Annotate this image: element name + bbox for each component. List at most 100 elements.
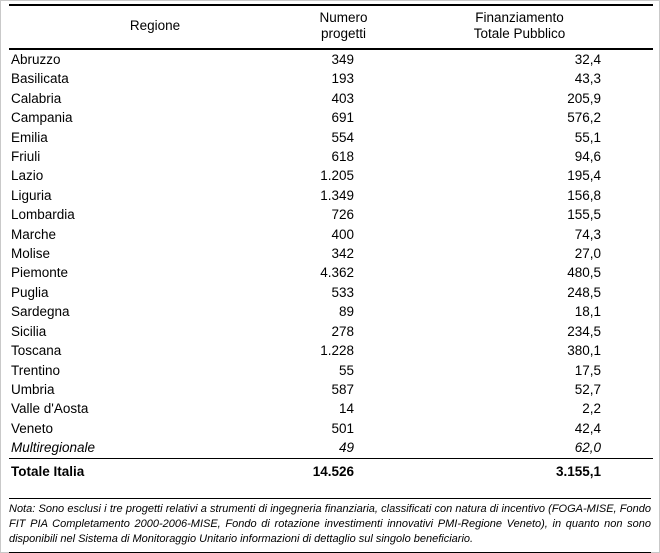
region-name-cell: Liguria: [11, 187, 52, 203]
table-row: Valle d'Aosta 14 2,2: [9, 399, 653, 418]
projects-count-cell: 4.362: [320, 265, 354, 281]
funding-amount-cell: 52,7: [574, 381, 601, 397]
region-name-cell: Multiregionale: [11, 440, 96, 456]
table-row: Emilia 554 55,1: [9, 128, 653, 147]
column-header-finanziamento: Finanziamento Totale Pubblico: [386, 5, 653, 50]
column-header-numero-line2: progetti: [320, 26, 367, 41]
projects-count-cell: 342: [331, 246, 354, 262]
column-header-finanziamento-line1: Finanziamento: [475, 10, 564, 25]
region-name-cell: Veneto: [11, 420, 54, 436]
table-row: Campania 691 576,2: [9, 108, 653, 127]
projects-count-cell: 587: [331, 381, 354, 397]
region-name-cell: Campania: [11, 110, 73, 126]
region-name-cell: Sardegna: [11, 304, 70, 320]
column-header-numero-line1: Numero: [319, 10, 368, 25]
table-row: Toscana 1.228 380,1: [9, 341, 653, 360]
projects-count-cell: 14: [338, 401, 354, 417]
table-row: Lombardia 726 155,5: [9, 205, 653, 224]
region-name-cell: Lombardia: [11, 207, 75, 223]
region-name-cell: Abruzzo: [11, 52, 61, 67]
table-header: Regione Numero progetti Finanziamento To…: [9, 5, 653, 50]
funding-amount-cell: 195,4: [567, 168, 601, 184]
projects-count-cell: 501: [331, 420, 354, 436]
projects-count-cell: 403: [331, 90, 354, 106]
projects-count-cell: 691: [331, 110, 354, 126]
projects-count-cell: 349: [331, 52, 354, 67]
region-name-cell: Trentino: [11, 362, 61, 378]
table-row: Multiregionale 49 62,0: [9, 438, 653, 458]
region-name-cell: Umbria: [11, 381, 55, 397]
funding-amount-cell: 62,0: [574, 440, 601, 456]
table-row: Umbria 587 52,7: [9, 380, 653, 399]
funding-amount-cell: 27,0: [574, 246, 601, 262]
funding-amount-cell: 156,8: [567, 187, 601, 203]
region-name-cell: Piemonte: [11, 265, 69, 281]
region-name-cell: Puglia: [11, 284, 49, 300]
funding-amount-cell: 480,5: [567, 265, 601, 281]
projects-count-cell: 726: [331, 207, 354, 223]
funding-amount-cell: 380,1: [567, 343, 601, 359]
table-row: Calabria 403 205,9: [9, 89, 653, 108]
funding-amount-cell: 74,3: [574, 226, 601, 242]
projects-count-cell: 89: [338, 304, 354, 320]
projects-count-cell: 1.205: [320, 168, 354, 184]
table-row: Marche 400 74,3: [9, 225, 653, 244]
projects-count-cell: 278: [331, 323, 354, 339]
funding-amount-cell: 576,2: [567, 110, 601, 126]
column-header-numero-progetti: Numero progetti: [301, 5, 386, 50]
table-row: Basilicata 193 43,3: [9, 69, 653, 88]
column-header-regione: Regione: [9, 5, 301, 50]
region-name-cell: Calabria: [11, 90, 62, 106]
region-name-cell: Marche: [11, 226, 57, 242]
funding-amount-cell: 43,3: [574, 71, 601, 87]
funding-amount-cell: 205,9: [567, 90, 601, 106]
footnote: Nota: Sono esclusi i tre progetti relati…: [9, 497, 651, 553]
projects-count-cell: 1.349: [320, 187, 354, 203]
projects-count-cell: 193: [331, 71, 354, 87]
region-name-cell: Sicilia: [11, 323, 47, 339]
footnote-text: Nota: Sono esclusi i tre progetti relati…: [9, 502, 651, 546]
funding-amount-cell: 94,6: [574, 149, 601, 165]
funding-amount-cell: 32,4: [574, 52, 601, 67]
region-name-cell: Valle d'Aosta: [11, 401, 89, 417]
total-label: Totale Italia: [9, 457, 301, 485]
table-row: Puglia 533 248,5: [9, 283, 653, 302]
table-row: Abruzzo 349 32,4: [9, 49, 653, 69]
total-funding-value: 3.155,1: [386, 457, 653, 485]
table-row: Piemonte 4.362 480,5: [9, 263, 653, 282]
table-row: Molise 342 27,0: [9, 244, 653, 263]
table-row: Liguria 1.349 156,8: [9, 186, 653, 205]
region-name-cell: Molise: [11, 246, 51, 262]
funding-amount-cell: 42,4: [574, 420, 601, 436]
region-name-cell: Friuli: [11, 149, 41, 165]
table-body: Abruzzo 349 32,4 Basilicata 193 43,3 Cal…: [9, 49, 653, 458]
table-row: Sicilia 278 234,5: [9, 322, 653, 341]
region-name-cell: Emilia: [11, 129, 48, 145]
projects-count-cell: 49: [338, 440, 354, 456]
column-header-regione-label: Regione: [129, 18, 181, 33]
table-row: Friuli 618 94,6: [9, 147, 653, 166]
table-footer: Totale Italia 14.526 3.155,1: [9, 457, 653, 485]
projects-count-cell: 533: [331, 284, 354, 300]
region-name-cell: Basilicata: [11, 71, 69, 87]
regions-funding-table: Regione Numero progetti Finanziamento To…: [9, 4, 653, 485]
funding-amount-cell: 55,1: [574, 129, 601, 145]
funding-amount-cell: 234,5: [567, 323, 601, 339]
projects-count-cell: 1.228: [320, 343, 354, 359]
projects-count-cell: 55: [338, 362, 354, 378]
region-name-cell: Lazio: [11, 168, 44, 184]
table-row: Trentino 55 17,5: [9, 361, 653, 380]
table-row: Veneto 501 42,4: [9, 419, 653, 438]
total-row: Totale Italia 14.526 3.155,1: [9, 457, 653, 485]
funding-amount-cell: 248,5: [567, 284, 601, 300]
column-header-finanziamento-line2: Totale Pubblico: [473, 26, 566, 41]
projects-count-cell: 618: [331, 149, 354, 165]
table-row: Lazio 1.205 195,4: [9, 166, 653, 185]
total-projects-value: 14.526: [301, 457, 386, 485]
projects-count-cell: 554: [331, 129, 354, 145]
projects-count-cell: 400: [331, 226, 354, 242]
funding-amount-cell: 155,5: [567, 207, 601, 223]
funding-amount-cell: 17,5: [574, 362, 601, 378]
table-row: Sardegna 89 18,1: [9, 302, 653, 321]
